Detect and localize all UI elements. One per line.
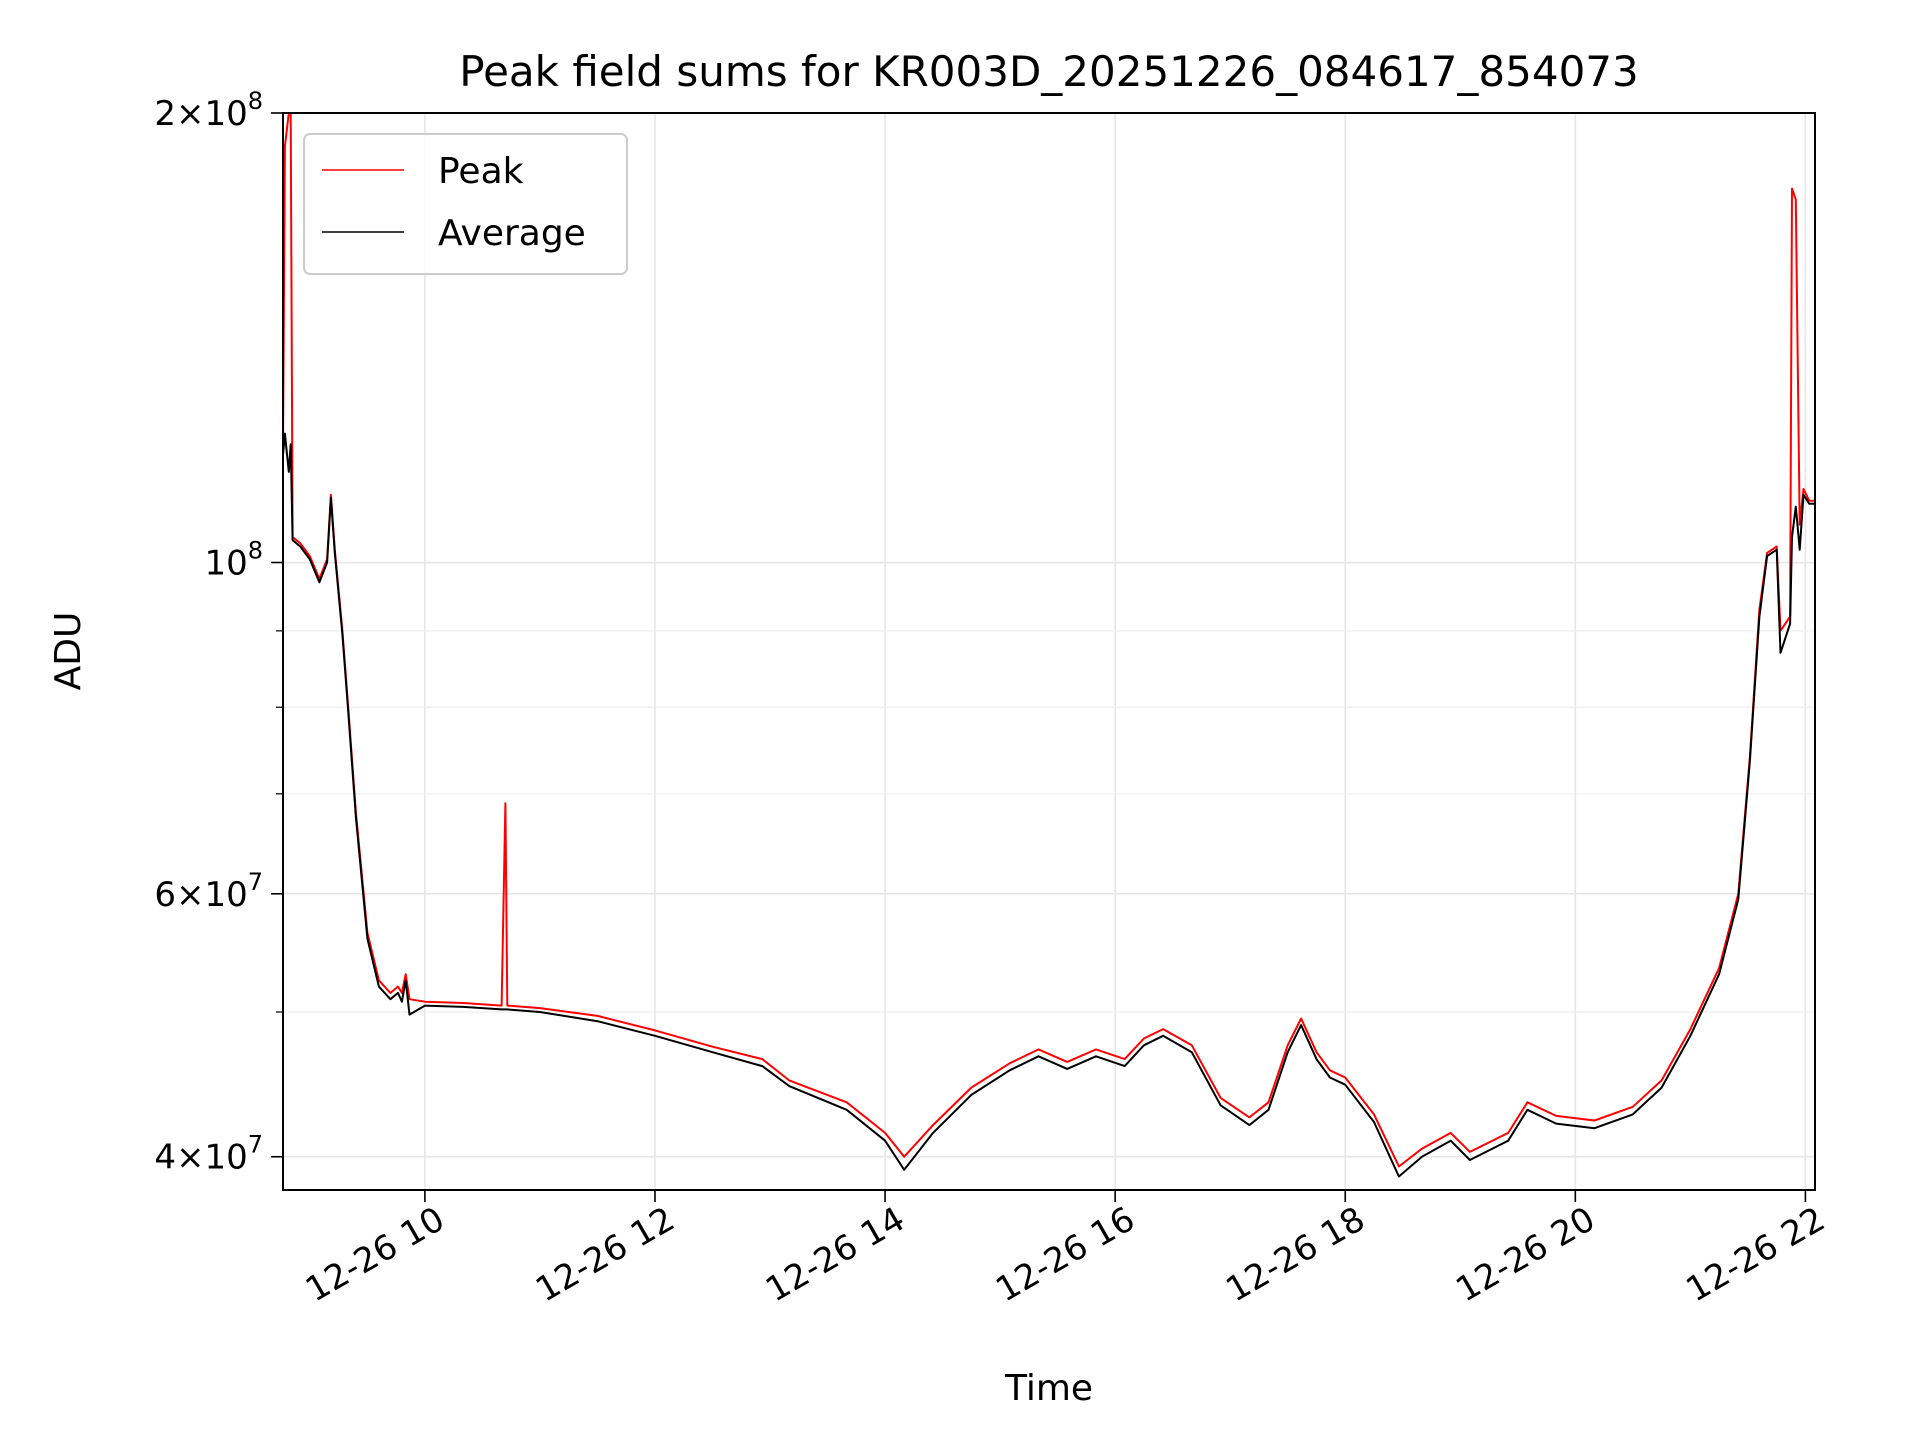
- x-axis-label: Time: [1004, 1368, 1093, 1409]
- y-tick-label: 2×108: [154, 87, 263, 134]
- plot-area: [283, 113, 1815, 1190]
- y-tick-exponent: 7: [248, 1131, 263, 1159]
- legend: Peak Average: [303, 133, 628, 275]
- legend-label-average: Average: [438, 213, 586, 254]
- legend-box: [303, 133, 628, 275]
- y-axis-label: ADU: [48, 612, 89, 691]
- y-tick-label: 6×107: [154, 868, 263, 915]
- y-tick-base: 10: [204, 544, 247, 584]
- y-tick-label: 108: [204, 537, 263, 584]
- y-tick-exponent: 7: [248, 868, 263, 896]
- y-tick-base: 6×10: [154, 875, 247, 915]
- y-tick-label: 4×107: [154, 1131, 263, 1178]
- y-tick-exponent: 8: [248, 537, 263, 565]
- legend-label-peak: Peak: [438, 151, 524, 192]
- plot-frame: [282, 112, 1816, 1191]
- chart-title: Peak field sums for KR003D_20251226_0846…: [459, 47, 1638, 96]
- series-line-average: [283, 432, 1815, 1178]
- y-tick-base: 2×10: [154, 94, 247, 134]
- y-tick-base: 4×10: [154, 1138, 247, 1178]
- series-layer: [283, 113, 1815, 1178]
- y-tick-exponent: 8: [248, 87, 263, 115]
